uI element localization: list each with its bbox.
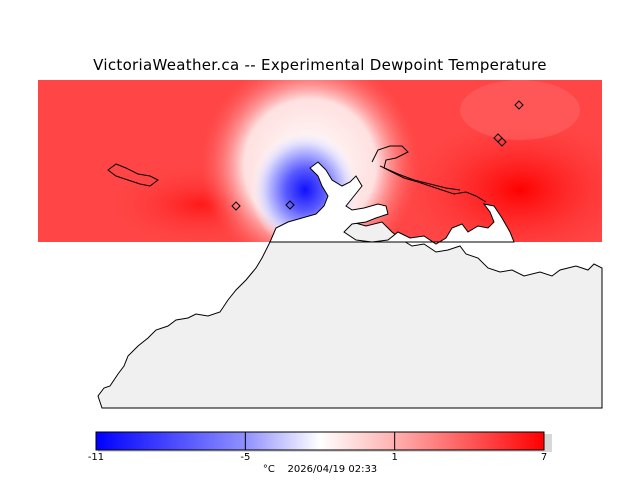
station-markers [231,100,524,211]
legend-tick-label: 1 [391,452,398,463]
page-title: VictoriaWeather.ca -- Experimental Dewpo… [93,56,547,74]
inlet-coast [371,145,487,203]
legend-footer: °C 2026/04/19 02:33 [0,464,640,475]
legend-tick-label: -11 [87,452,105,463]
station-marker [497,137,507,147]
legend-tick-label: -5 [240,452,251,463]
inlet-coast-2 [379,165,461,191]
legend-tick-label: 7 [540,452,548,463]
unit-label: °C [262,464,275,475]
station-marker [231,201,241,211]
timestamp: 2026/04/19 02:33 [287,464,378,475]
land-mass [97,213,603,409]
island [107,163,159,187]
station-marker [285,200,295,210]
peninsula-land [269,161,515,245]
legend-ticks [244,432,396,450]
station-marker [514,100,524,110]
legend-bar [95,431,545,451]
